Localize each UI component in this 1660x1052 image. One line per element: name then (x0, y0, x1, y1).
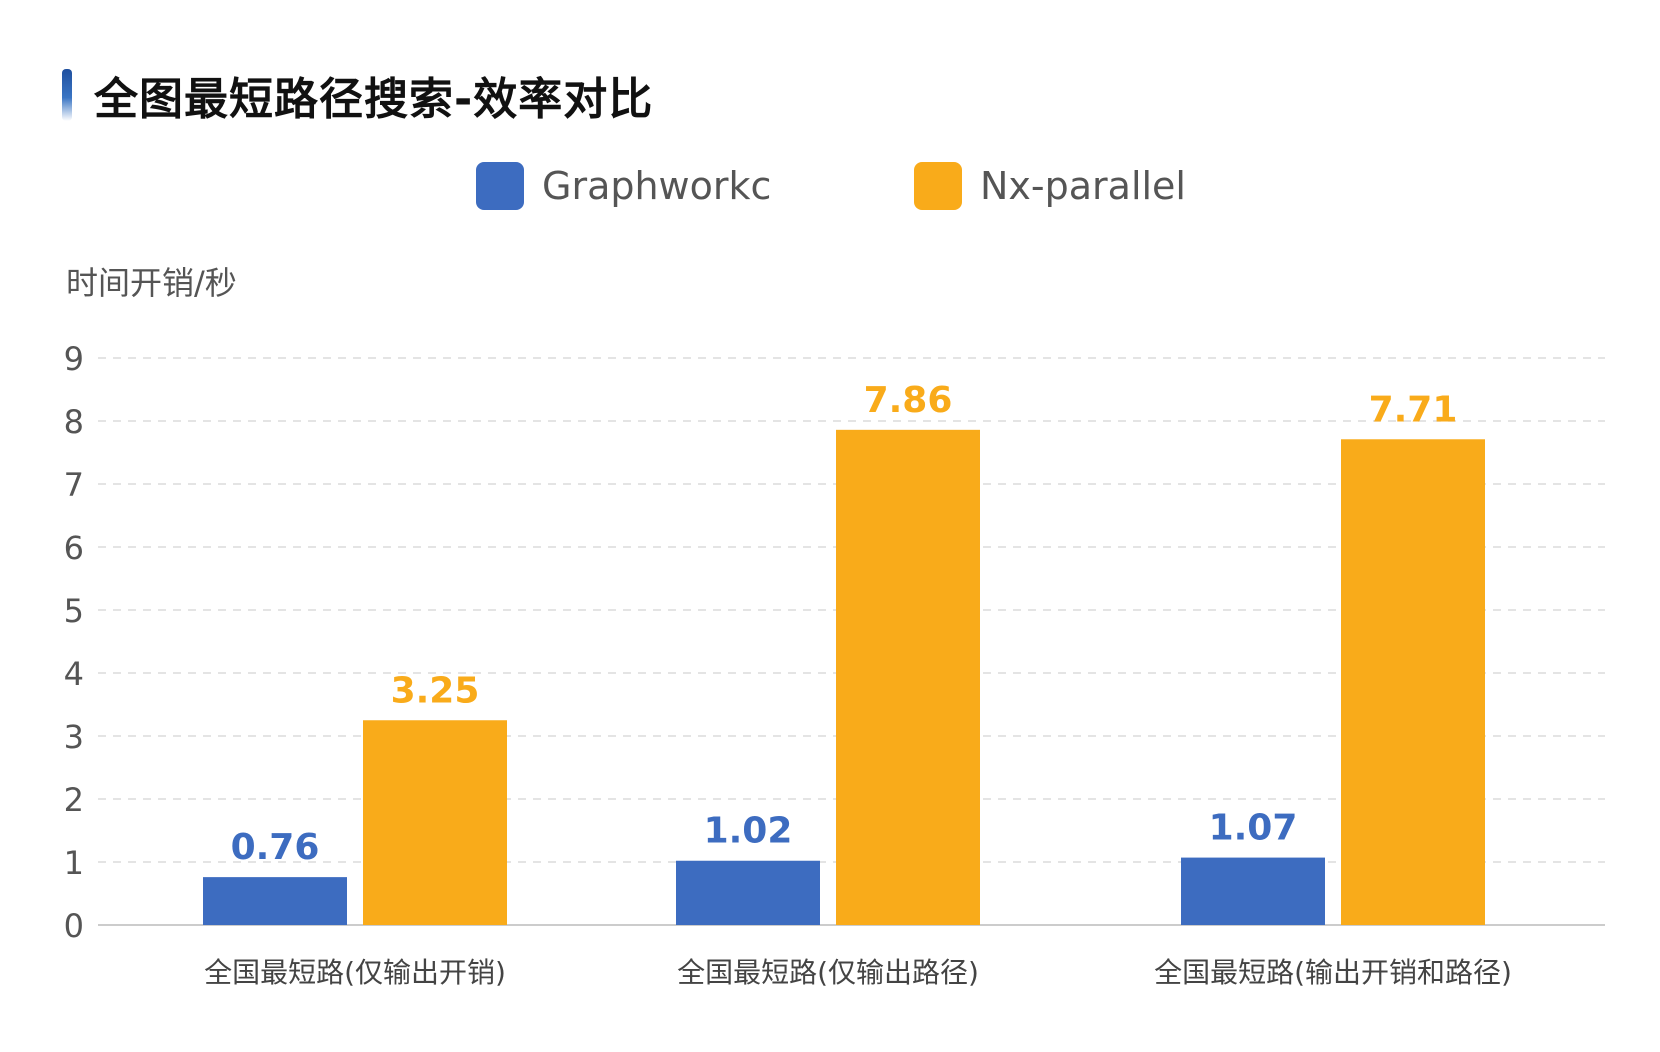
x-tick-1: 全国最短路(仅输出开销) (204, 956, 506, 989)
x-tick-2: 全国最短路(仅输出路径) (677, 956, 979, 989)
legend-label-nx-parallel: Nx-parallel (980, 164, 1186, 208)
legend-item-nx-parallel[interactable]: Nx-parallel (914, 162, 1186, 210)
data-label-graphworkc-1: 0.76 (231, 827, 320, 868)
data-label-nx-parallel-2: 7.86 (864, 380, 953, 421)
data-label-nx-parallel-1: 3.25 (391, 670, 480, 711)
legend-label-graphworkc: Graphworkc (542, 164, 772, 208)
y-tick-0: 0 (64, 907, 84, 945)
bar-graphworkc-3 (1181, 857, 1325, 925)
bar-graphworkc-1 (203, 877, 347, 925)
bar-graphworkc-2 (676, 860, 820, 925)
y-tick-4: 4 (64, 655, 84, 693)
data-label-nx-parallel-3: 7.71 (1369, 389, 1458, 430)
chart-title: 全图最短路径搜索-效率对比 (94, 74, 654, 125)
y-tick-1: 1 (64, 844, 84, 882)
y-tick-5: 5 (64, 592, 84, 630)
bar-nx-parallel-2 (836, 429, 980, 925)
legend-item-graphworkc[interactable]: Graphworkc (476, 162, 771, 210)
bar-nx-parallel-1 (363, 720, 507, 925)
legend-swatch-nx-parallel (914, 162, 962, 210)
y-axis-label: 时间开销/秒 (66, 264, 237, 302)
y-tick-7: 7 (64, 466, 84, 504)
y-tick-6: 6 (64, 529, 84, 567)
legend-swatch-graphworkc (476, 162, 524, 210)
data-label-graphworkc-3: 1.07 (1209, 808, 1298, 849)
y-tick-3: 3 (64, 718, 84, 756)
data-label-graphworkc-2: 1.02 (704, 811, 793, 852)
y-tick-9: 9 (64, 340, 84, 378)
x-tick-3: 全国最短路(输出开销和路径) (1154, 956, 1512, 989)
legend: Graphworkc Nx-parallel (0, 162, 1660, 222)
title-block: 全图最短路径搜索-效率对比 (62, 60, 653, 130)
title-accent-bar (62, 69, 72, 121)
y-tick-2: 2 (64, 781, 84, 819)
y-tick-8: 8 (64, 403, 84, 441)
bar-nx-parallel-3 (1341, 439, 1485, 925)
